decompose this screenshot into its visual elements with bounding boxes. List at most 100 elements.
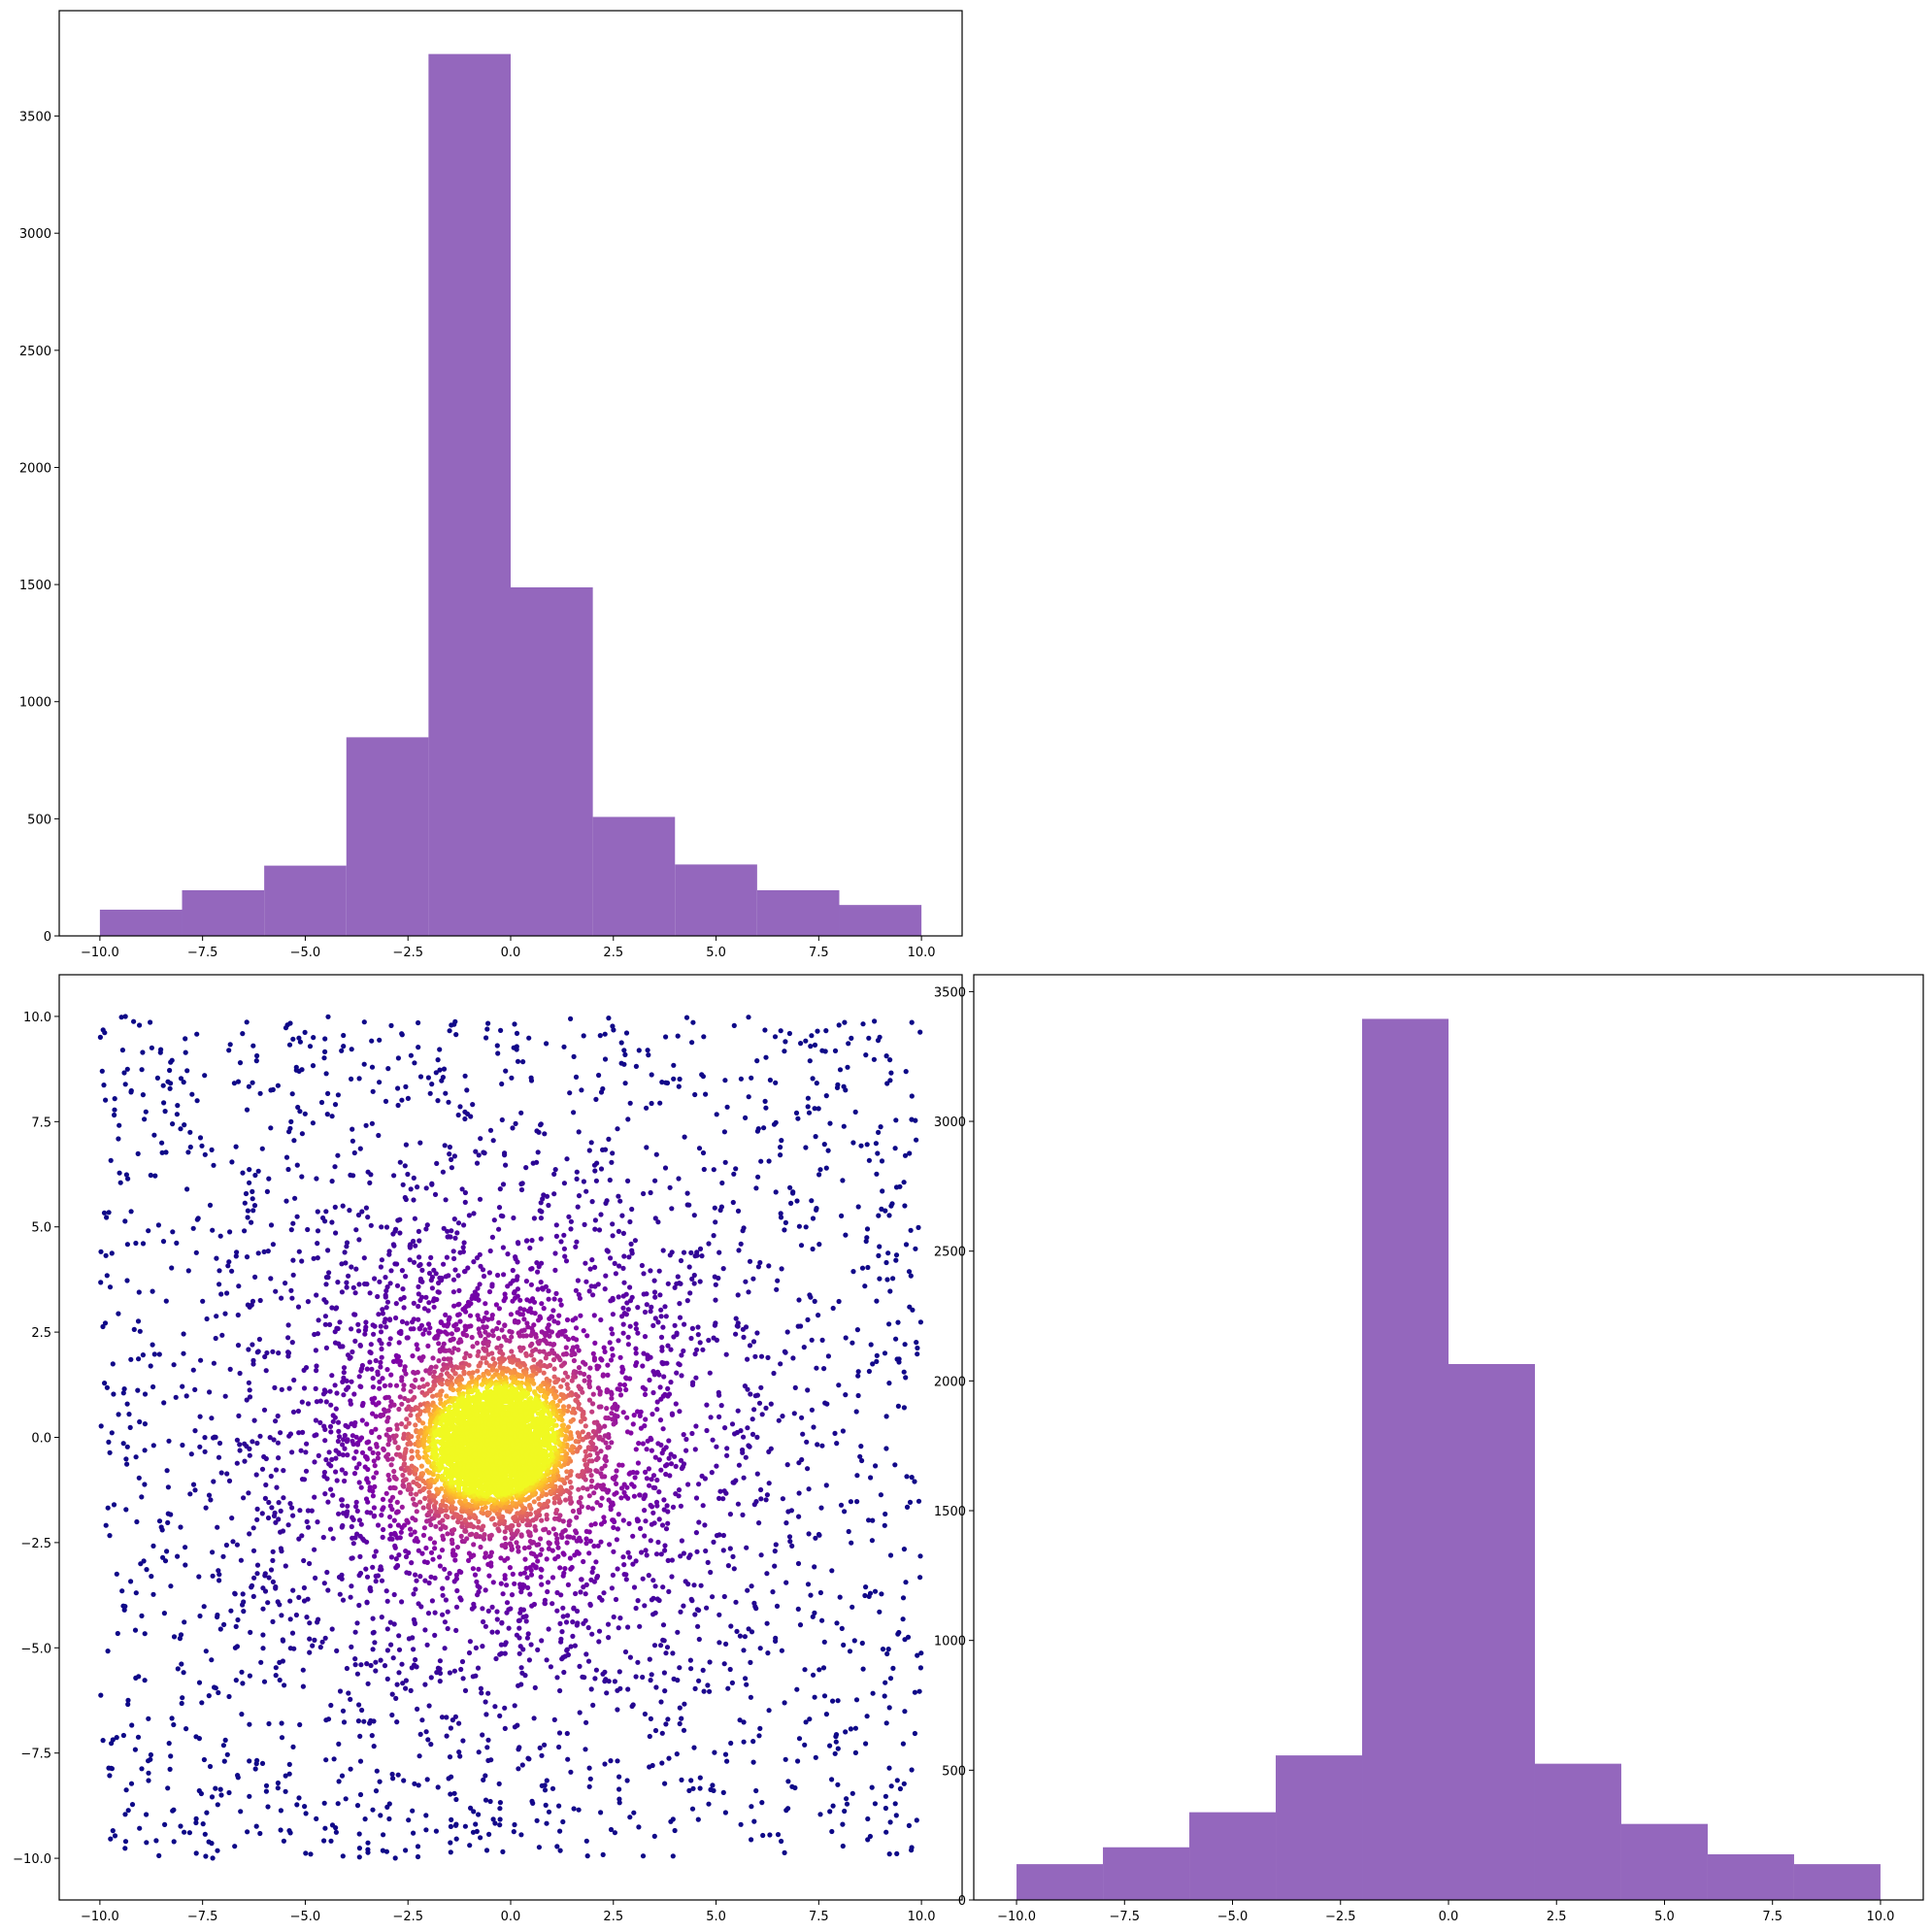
scatter-point <box>353 1227 359 1233</box>
scatter-point <box>713 1219 718 1225</box>
scatter-point <box>448 1840 453 1846</box>
scatter-point <box>417 1499 423 1505</box>
scatter-point <box>409 1449 415 1454</box>
scatter-point <box>617 1685 623 1691</box>
scatter-point <box>329 1626 335 1632</box>
scatter-point <box>622 1649 629 1655</box>
scatter-point <box>620 1265 626 1271</box>
scatter-point <box>540 1286 546 1292</box>
scatter-point <box>356 1282 362 1287</box>
scatter-point <box>902 1152 909 1158</box>
scatter-point <box>358 1435 365 1441</box>
scatter-point <box>112 1107 117 1113</box>
scatter-point <box>550 1350 557 1356</box>
scatter-point <box>310 1643 316 1649</box>
scatter-point <box>386 1437 392 1443</box>
scatter-point <box>689 1325 696 1331</box>
scatter-point <box>629 1482 635 1487</box>
scatter-point <box>414 1466 419 1473</box>
scatter-point <box>544 1778 550 1783</box>
scatter-point <box>887 1819 893 1825</box>
scatter-point <box>114 1735 119 1741</box>
scatter-point <box>498 1343 504 1349</box>
scatter-point <box>610 1023 616 1029</box>
scatter-point <box>567 1090 573 1096</box>
scatter-point <box>330 1492 336 1498</box>
scatter-point <box>915 1351 920 1357</box>
scatter-point <box>591 1419 597 1425</box>
scatter-point <box>667 1473 673 1479</box>
scatter-point <box>429 1182 435 1187</box>
scatter-point <box>459 1658 466 1665</box>
scatter-point <box>291 1138 297 1144</box>
scatter-point <box>909 1019 915 1025</box>
scatter-point <box>725 1563 732 1569</box>
scatter-point <box>503 1162 509 1168</box>
scatter-point <box>502 1152 508 1158</box>
scatter-point <box>387 1514 393 1520</box>
scatter-point <box>277 1677 283 1683</box>
scatter-point <box>397 1159 403 1165</box>
scatter-point <box>349 1583 354 1589</box>
scatter-point <box>410 1635 416 1641</box>
scatter-point <box>159 1149 165 1155</box>
scatter-point <box>689 1382 696 1387</box>
scatter-point <box>413 1517 418 1523</box>
scatter-point <box>546 1498 551 1504</box>
scatter-point <box>148 1756 153 1762</box>
scatter-point <box>780 1496 786 1502</box>
scatter-point <box>591 1543 597 1549</box>
scatter-point <box>330 1536 336 1542</box>
scatter-point <box>782 1700 787 1706</box>
scatter-point <box>437 1349 443 1354</box>
scatter-point <box>214 1255 219 1261</box>
scatter-point <box>352 1656 358 1662</box>
scatter-point <box>133 1454 139 1460</box>
scatter-point <box>650 1484 656 1490</box>
scatter-point <box>427 1325 433 1331</box>
scatter-point <box>508 1312 515 1317</box>
scatter-point <box>451 1216 457 1222</box>
scatter-point <box>420 1532 427 1538</box>
scatter-point <box>115 1630 120 1637</box>
scatter-point <box>640 1576 646 1582</box>
scatter-point <box>358 1521 364 1527</box>
scatter-point <box>509 1075 515 1081</box>
scatter-point <box>427 1090 433 1096</box>
scatter-point <box>370 1807 376 1813</box>
scatter-point <box>722 1078 728 1083</box>
scatter-point <box>345 1424 350 1430</box>
scatter-point <box>361 1061 367 1067</box>
scatter-point <box>743 1115 749 1120</box>
scatter-point <box>852 1109 858 1115</box>
scatter-point <box>413 1572 418 1578</box>
scatter-point <box>671 1062 677 1068</box>
scatter-point <box>449 1165 454 1171</box>
scatter-point <box>649 1597 655 1603</box>
scatter-point <box>658 1643 664 1649</box>
scatter-point <box>247 1793 252 1799</box>
scatter-point <box>840 1428 847 1434</box>
scatter-point <box>580 1436 585 1442</box>
scatter-point <box>538 1536 544 1542</box>
scatter-point <box>375 1293 381 1300</box>
scatter-point <box>423 1185 429 1191</box>
scatter-point <box>511 1215 516 1221</box>
histogram-top-left: −10.0 −7.5 −5.0 −2.5 0.0 2.5 5.0 7.5 10.00500100… <box>19 10 963 960</box>
scatter-point <box>843 1232 849 1238</box>
scatter-point <box>421 1525 427 1531</box>
scatter-point <box>558 1239 564 1245</box>
scatter-point <box>339 1572 345 1578</box>
scatter-point <box>661 1670 668 1676</box>
scatter-point <box>285 1335 291 1341</box>
scatter-point <box>796 1297 802 1303</box>
scatter-point <box>544 1193 550 1199</box>
scatter-point <box>583 1541 589 1547</box>
scatter-point <box>837 1594 843 1600</box>
scatter-point <box>597 1391 603 1397</box>
scatter-point <box>336 1428 342 1434</box>
scatter-point <box>764 1620 770 1626</box>
scatter-point <box>383 1324 389 1330</box>
scatter-point <box>489 1316 495 1321</box>
scatter-point <box>278 1808 283 1814</box>
